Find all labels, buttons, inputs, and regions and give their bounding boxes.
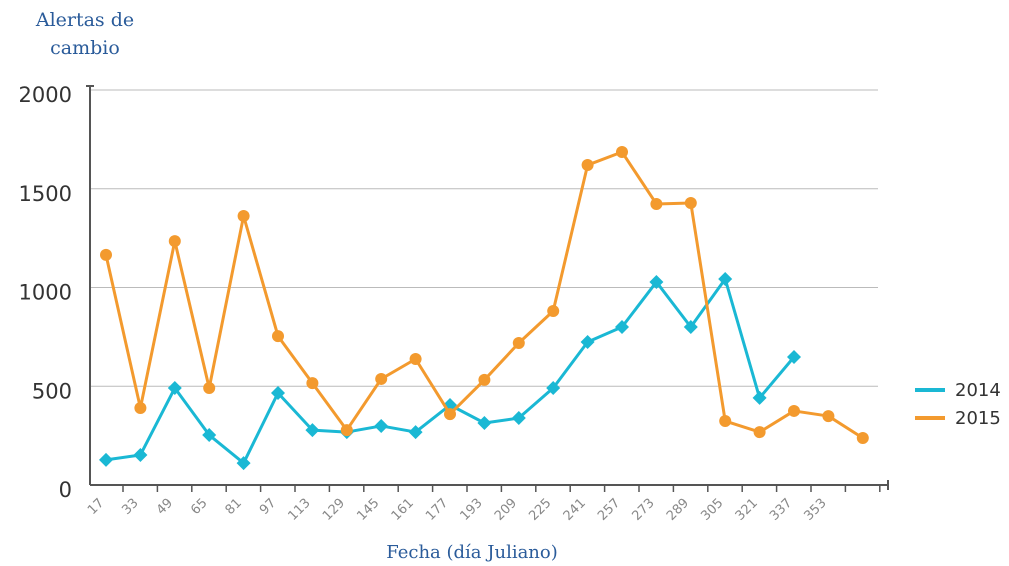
point	[306, 377, 319, 390]
point	[478, 373, 491, 386]
point	[134, 401, 147, 414]
point	[167, 381, 182, 396]
x-tick-label: 241	[561, 496, 589, 524]
point	[99, 452, 113, 467]
point	[787, 350, 801, 365]
x-tick-label: 321	[733, 496, 761, 524]
y-axis-title: Alertas de cambio	[35, 9, 135, 59]
point	[546, 381, 561, 396]
x-tick-label: 177	[423, 496, 451, 524]
y-tick-label: 500	[32, 379, 72, 403]
point	[202, 428, 217, 443]
x-tick-label: 49	[154, 496, 176, 518]
x-tick-label: 289	[664, 496, 692, 524]
x-tick-label: 129	[320, 496, 348, 524]
x-axis-title: Fecha (día Juliano)	[386, 542, 558, 563]
point	[752, 390, 767, 405]
y-tick-label: 1500	[19, 182, 72, 206]
x-tick-label: 209	[492, 496, 520, 524]
point	[477, 415, 492, 430]
point	[547, 305, 560, 318]
point	[271, 385, 285, 400]
point	[753, 426, 766, 439]
y-tick-label: 1000	[19, 281, 72, 305]
point	[305, 423, 320, 438]
point	[409, 352, 422, 365]
point	[272, 330, 284, 343]
point	[512, 336, 525, 349]
point	[133, 447, 148, 462]
x-tick-label: 17	[85, 496, 107, 518]
point	[719, 415, 732, 428]
point	[203, 382, 216, 395]
x-tick-label: 305	[698, 496, 726, 524]
x-tick-label: 145	[354, 496, 382, 524]
x-tick-label: 225	[526, 496, 554, 524]
point	[788, 404, 800, 417]
point	[684, 196, 697, 209]
x-tick-label: 81	[223, 496, 245, 518]
x-tick-label: 353	[802, 496, 830, 524]
point	[856, 431, 869, 444]
legend-label: 2015	[955, 408, 1001, 429]
point	[650, 197, 663, 210]
x-tick-label: 161	[389, 496, 417, 524]
legend-label: 2014	[955, 380, 1001, 401]
point	[616, 146, 628, 159]
x-tick-label: 193	[458, 496, 486, 524]
point	[236, 456, 251, 471]
point	[683, 320, 698, 334]
x-tick-label: 97	[257, 496, 279, 518]
x-tick-label: 33	[119, 496, 141, 518]
point	[100, 248, 112, 261]
x-tick-label: 113	[286, 496, 314, 524]
point	[615, 320, 629, 334]
point	[237, 210, 250, 223]
point	[375, 372, 388, 385]
x-tick-label: 257	[595, 496, 623, 524]
point	[374, 418, 389, 433]
point	[580, 335, 595, 350]
point	[649, 274, 664, 289]
point	[168, 235, 181, 248]
x-tick-label: 337	[767, 496, 795, 524]
y-tick-label: 0	[59, 478, 72, 502]
point	[511, 411, 526, 426]
point	[718, 272, 733, 287]
series-line	[104, 150, 864, 440]
point	[408, 425, 423, 440]
point	[581, 159, 594, 172]
y-tick-label: 2000	[19, 83, 72, 107]
x-tick-label: 65	[188, 496, 210, 518]
point	[822, 410, 835, 423]
x-tick-label: 273	[630, 496, 658, 524]
point	[340, 424, 353, 437]
point	[444, 408, 456, 421]
